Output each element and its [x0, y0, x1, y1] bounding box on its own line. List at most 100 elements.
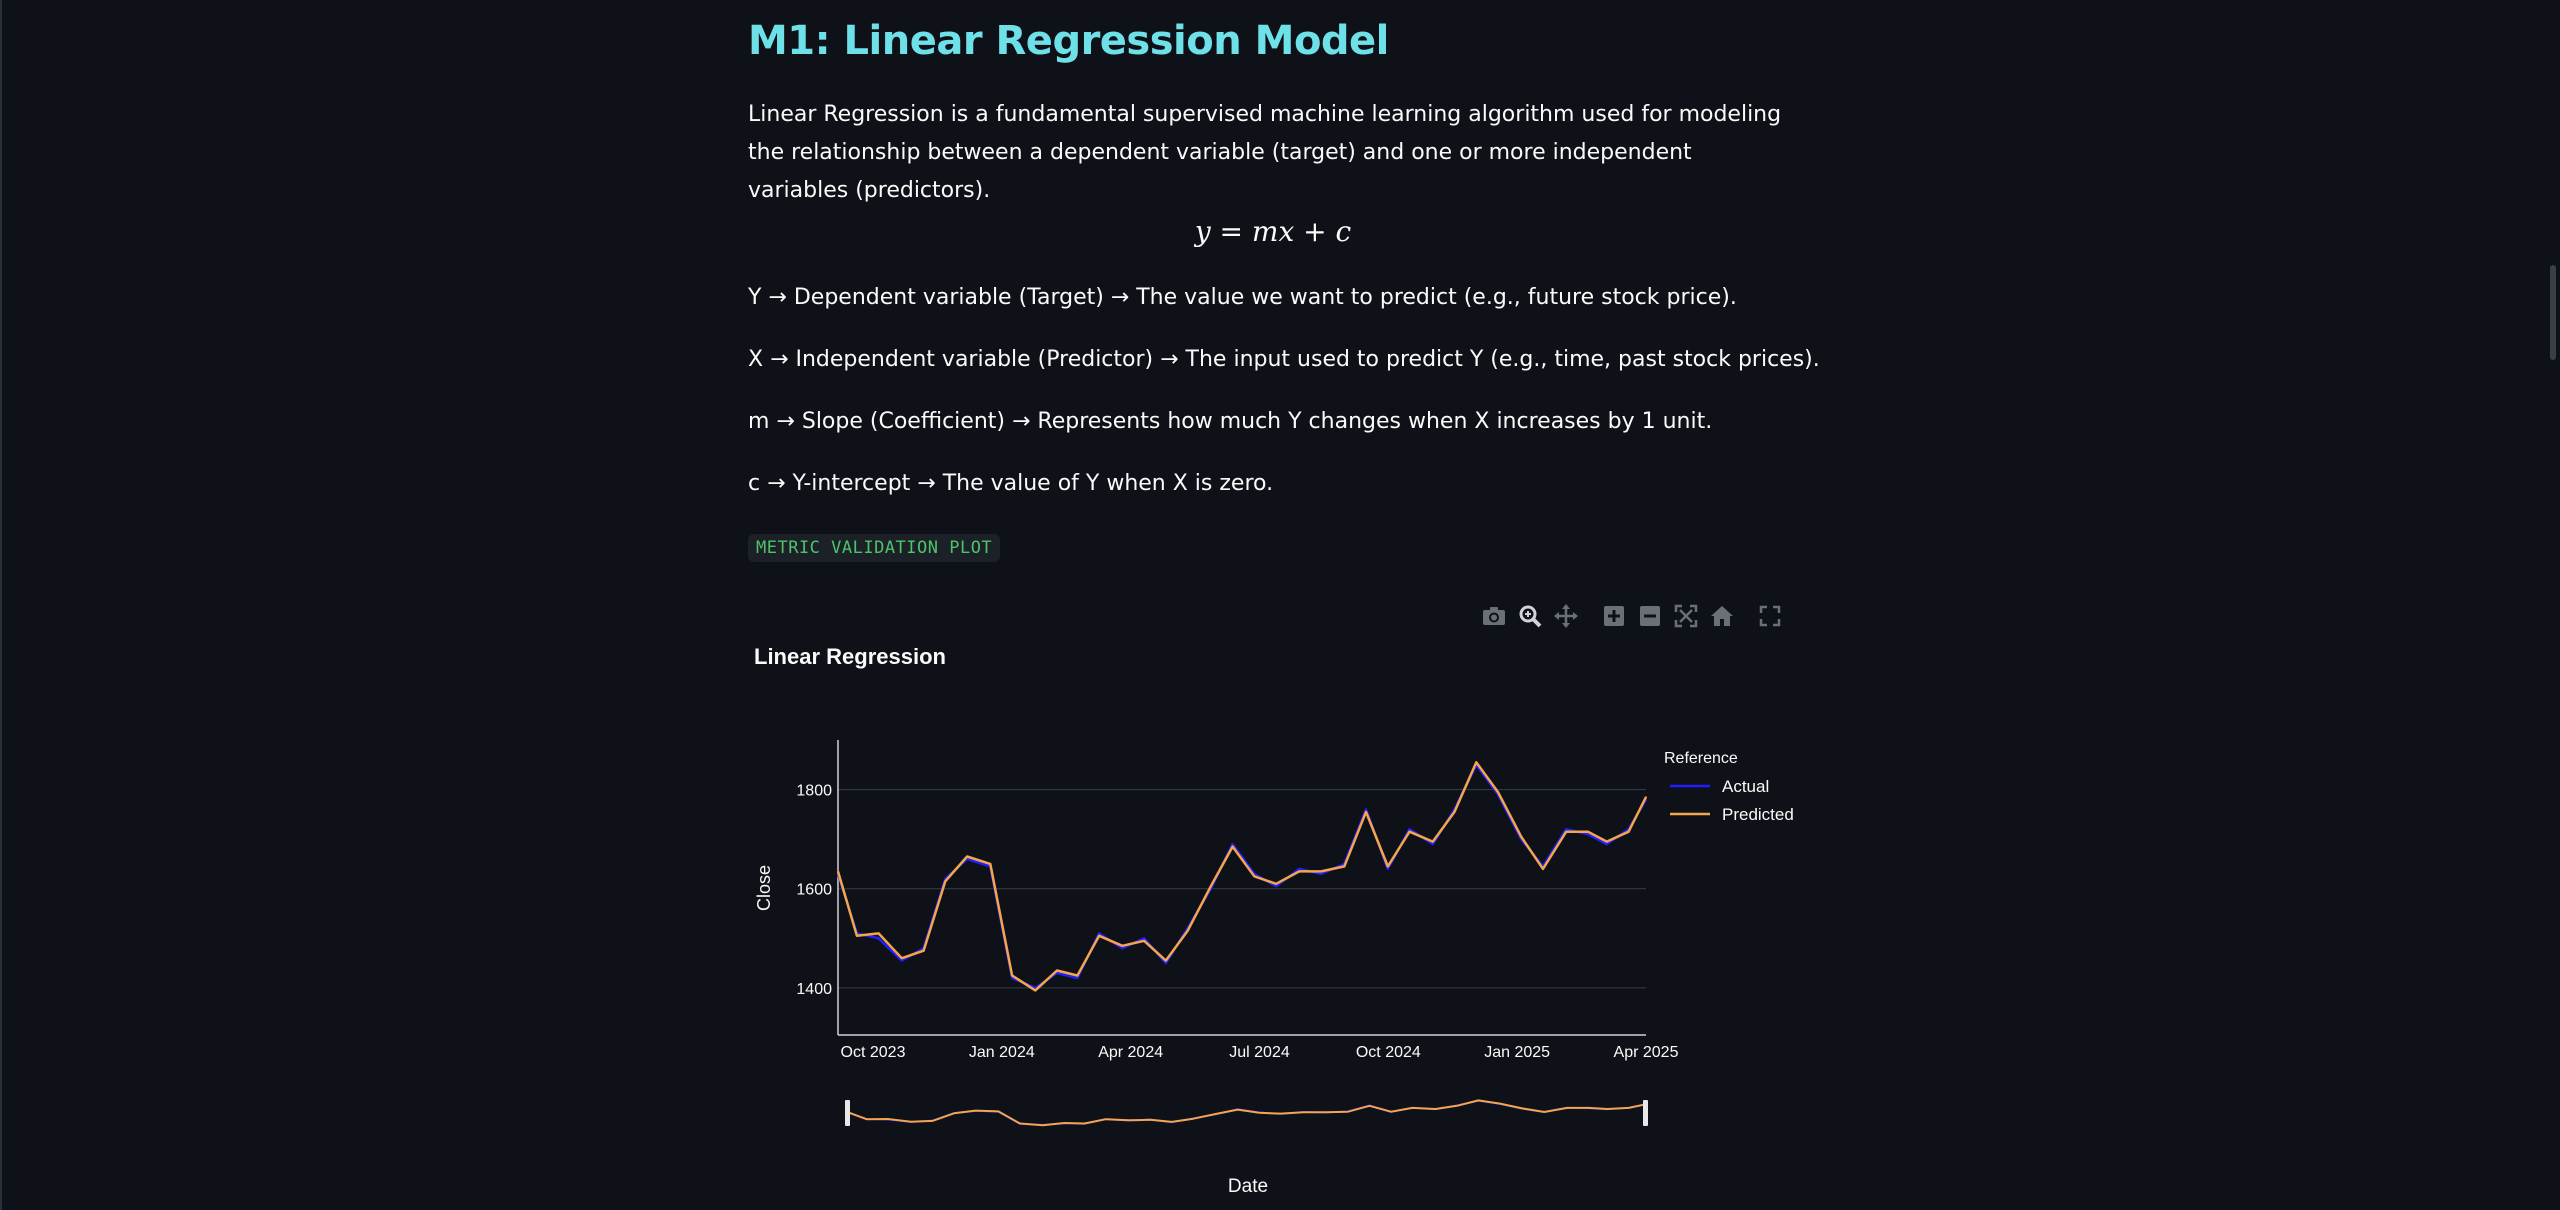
- zoom-out-icon[interactable]: [1632, 600, 1668, 632]
- definition-c: c → Y-intercept → The value of Y when X …: [748, 471, 1274, 496]
- zoom-icon[interactable]: [1512, 600, 1548, 632]
- series-line-actual: [836, 763, 1648, 990]
- data-point-predicted: [1627, 830, 1630, 833]
- legend-title: Reference: [1664, 750, 1738, 767]
- data-point-predicted: [1365, 811, 1367, 813]
- data-point-predicted: [1606, 840, 1608, 843]
- data-point-predicted: [1121, 945, 1124, 947]
- autoscale-icon[interactable]: [1668, 600, 1704, 632]
- pan-icon[interactable]: [1548, 600, 1584, 632]
- data-point-predicted: [1587, 830, 1589, 833]
- definition-y: Y → Dependent variable (Target) → The va…: [748, 285, 1737, 310]
- data-point-predicted: [966, 855, 968, 858]
- data-point-actual: [1034, 987, 1037, 989]
- x-tick-label: Oct 2024: [1356, 1044, 1421, 1061]
- legend-label-predicted: Predicted: [1722, 805, 1794, 824]
- range-slider[interactable]: [845, 1099, 1648, 1127]
- data-point-actual: [901, 959, 903, 962]
- page-scrollbar[interactable]: [2546, 0, 2560, 1210]
- scrollbar-thumb[interactable]: [2550, 265, 2556, 360]
- fullscreen-icon[interactable]: [1752, 600, 1788, 632]
- range-slider-left-handle[interactable]: [845, 1100, 850, 1126]
- data-point-predicted: [1565, 830, 1567, 833]
- data-point-actual: [1098, 932, 1100, 935]
- zoom-in-icon[interactable]: [1596, 600, 1632, 632]
- code-badge: METRIC VALIDATION PLOT: [748, 534, 1001, 562]
- series-line-predicted: [836, 761, 1648, 992]
- legend: Reference Actual Predicted: [1664, 750, 1794, 824]
- data-point-actual: [1231, 843, 1234, 845]
- data-point-predicted: [1475, 761, 1478, 764]
- data-point-predicted: [901, 957, 903, 959]
- legend-label-actual: Actual: [1722, 777, 1769, 796]
- data-point-actual: [1165, 962, 1167, 964]
- x-axis-label: Date: [1228, 1176, 1268, 1197]
- window-left-edge: [0, 0, 2, 1210]
- page-title: M1: Linear Regression Model: [748, 18, 1389, 64]
- data-point-predicted: [1098, 935, 1100, 937]
- data-point-predicted: [1387, 865, 1389, 868]
- intro-paragraph: Linear Regression is a fundamental super…: [748, 102, 1782, 203]
- range-slider-trace: [847, 1099, 1647, 1127]
- data-point-predicted: [1408, 830, 1411, 833]
- x-tick-label: Jan 2024: [969, 1044, 1035, 1061]
- data-point-predicted: [1210, 885, 1212, 888]
- x-tick-label: Jul 2024: [1229, 1044, 1290, 1061]
- data-point-predicted: [837, 870, 839, 873]
- data-point-actual: [1076, 977, 1079, 979]
- data-point-predicted: [1231, 845, 1234, 848]
- definition-m: m → Slope (Coefficient) → Represents how…: [748, 409, 1713, 434]
- legend-item-actual[interactable]: Actual: [1670, 777, 1769, 796]
- data-point-actual: [1432, 843, 1434, 845]
- y-axis-label: Close: [754, 865, 774, 911]
- data-point-actual: [1143, 937, 1145, 940]
- data-point-predicted: [922, 949, 925, 952]
- data-point-predicted: [1320, 870, 1322, 873]
- plot-area[interactable]: [836, 761, 1648, 992]
- data-point-actual: [1056, 972, 1058, 974]
- data-point-actual: [1606, 843, 1608, 845]
- x-tick-label: Apr 2024: [1098, 1044, 1163, 1061]
- range-slider-right-handle[interactable]: [1643, 1100, 1648, 1126]
- data-point-predicted: [1645, 796, 1647, 798]
- home-icon[interactable]: [1704, 600, 1740, 632]
- data-point-predicted: [877, 932, 880, 935]
- data-point-actual: [1365, 808, 1367, 811]
- data-point-predicted: [1432, 840, 1434, 843]
- data-point-actual: [877, 937, 880, 940]
- data-point-actual: [1587, 833, 1589, 835]
- formula: y = mx + c: [1194, 215, 1352, 248]
- data-point-predicted: [1298, 870, 1301, 873]
- x-tick-label: Apr 2025: [1614, 1044, 1679, 1061]
- data-point-predicted: [1542, 868, 1544, 870]
- data-point-predicted: [1011, 974, 1013, 977]
- data-point-predicted: [856, 935, 858, 937]
- data-point-actual: [1320, 873, 1322, 875]
- data-point-actual: [1011, 977, 1013, 979]
- data-point-predicted: [1497, 791, 1499, 793]
- data-point-predicted: [1186, 930, 1189, 932]
- y-axis: 1400 1600 1800: [796, 783, 832, 998]
- legend-item-predicted[interactable]: Predicted: [1670, 805, 1794, 824]
- data-point-predicted: [1034, 989, 1037, 992]
- data-point-predicted: [1076, 974, 1079, 977]
- data-point-predicted: [1056, 969, 1058, 972]
- y-tick-label: 1600: [796, 882, 832, 899]
- data-point-actual: [1565, 828, 1567, 830]
- camera-icon[interactable]: [1476, 600, 1512, 632]
- grid-lines: [838, 789, 1646, 989]
- range-slider-line-actual: [847, 1099, 1647, 1126]
- range-slider-line-predicted: [847, 1099, 1647, 1127]
- x-tick-label: Jan 2025: [1484, 1044, 1550, 1061]
- chart-title: Linear Regression: [754, 644, 946, 669]
- data-point-predicted: [1253, 875, 1256, 878]
- data-point-predicted: [1143, 940, 1145, 942]
- data-point-actual: [1275, 885, 1277, 888]
- chart-toolbar: [1476, 600, 1788, 632]
- x-tick-label: Oct 2023: [841, 1044, 906, 1061]
- y-tick-label: 1400: [796, 981, 832, 998]
- data-point-predicted: [1165, 959, 1167, 962]
- data-point-actual: [1408, 828, 1411, 830]
- data-point-actual: [1387, 868, 1389, 870]
- definition-x: X → Independent variable (Predictor) → T…: [748, 347, 1820, 372]
